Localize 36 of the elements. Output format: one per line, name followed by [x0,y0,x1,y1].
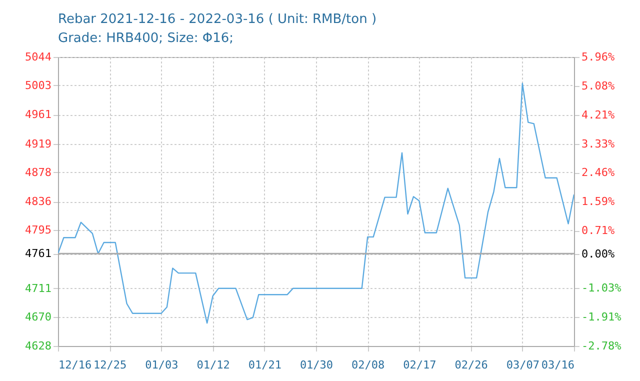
x-tick-label: 12/25 [94,358,127,372]
y2-tick-label: 4.21% [582,108,615,122]
y2-tick-label: 2.46% [582,166,615,180]
x-tick-label: 01/21 [248,358,282,372]
y2-tick-label: -2.78% [582,340,622,352]
y-tick-label: 4761 [25,247,52,260]
x-tick-label: 03/16 [541,358,574,372]
y-tick-label: 5044 [25,50,52,64]
x-tick-label: 01/12 [196,358,230,372]
y2-tick-label: 5.08% [582,80,615,93]
x-tick-label: 01/03 [145,358,178,372]
y-tick-label: 4961 [25,108,52,122]
y2-tick-label: 5.96% [582,50,615,64]
x-tick-label: 12/16 [58,358,92,372]
x-tick-label: 02/17 [403,358,436,372]
line-series [58,82,574,324]
y2-tick-label: 0.00% [582,248,615,261]
y-tick-label: 4836 [25,195,52,208]
y-tick-label: 5003 [25,78,52,92]
x-tick-label: 03/07 [506,358,540,372]
chart-subtitle: Grade: HRB400; Size: Φ16; [58,31,234,46]
x-tick-label: 01/30 [300,358,334,372]
y2-tick-label: -1.03% [582,282,622,295]
y2-tick-label: 3.33% [582,137,615,150]
y-tick-label: 4711 [25,282,52,295]
y-tick-label: 4919 [25,137,52,150]
y2-tick-label: 1.59% [582,195,615,208]
x-tick-label: 02/26 [454,358,488,372]
chart-title: Rebar 2021-12-16 - 2022-03-16 ( Unit: RMB/ton ) [58,12,377,27]
x-tick-label: 02/08 [352,358,385,372]
y2-tick-label: -1.91% [582,310,622,324]
y-tick-label: 4628 [25,340,52,352]
y2-tick-label: 0.71% [582,224,615,238]
y-tick-label: 4878 [25,166,52,179]
y-tick-label: 4795 [25,223,52,236]
y-tick-label: 4670 [25,310,52,324]
